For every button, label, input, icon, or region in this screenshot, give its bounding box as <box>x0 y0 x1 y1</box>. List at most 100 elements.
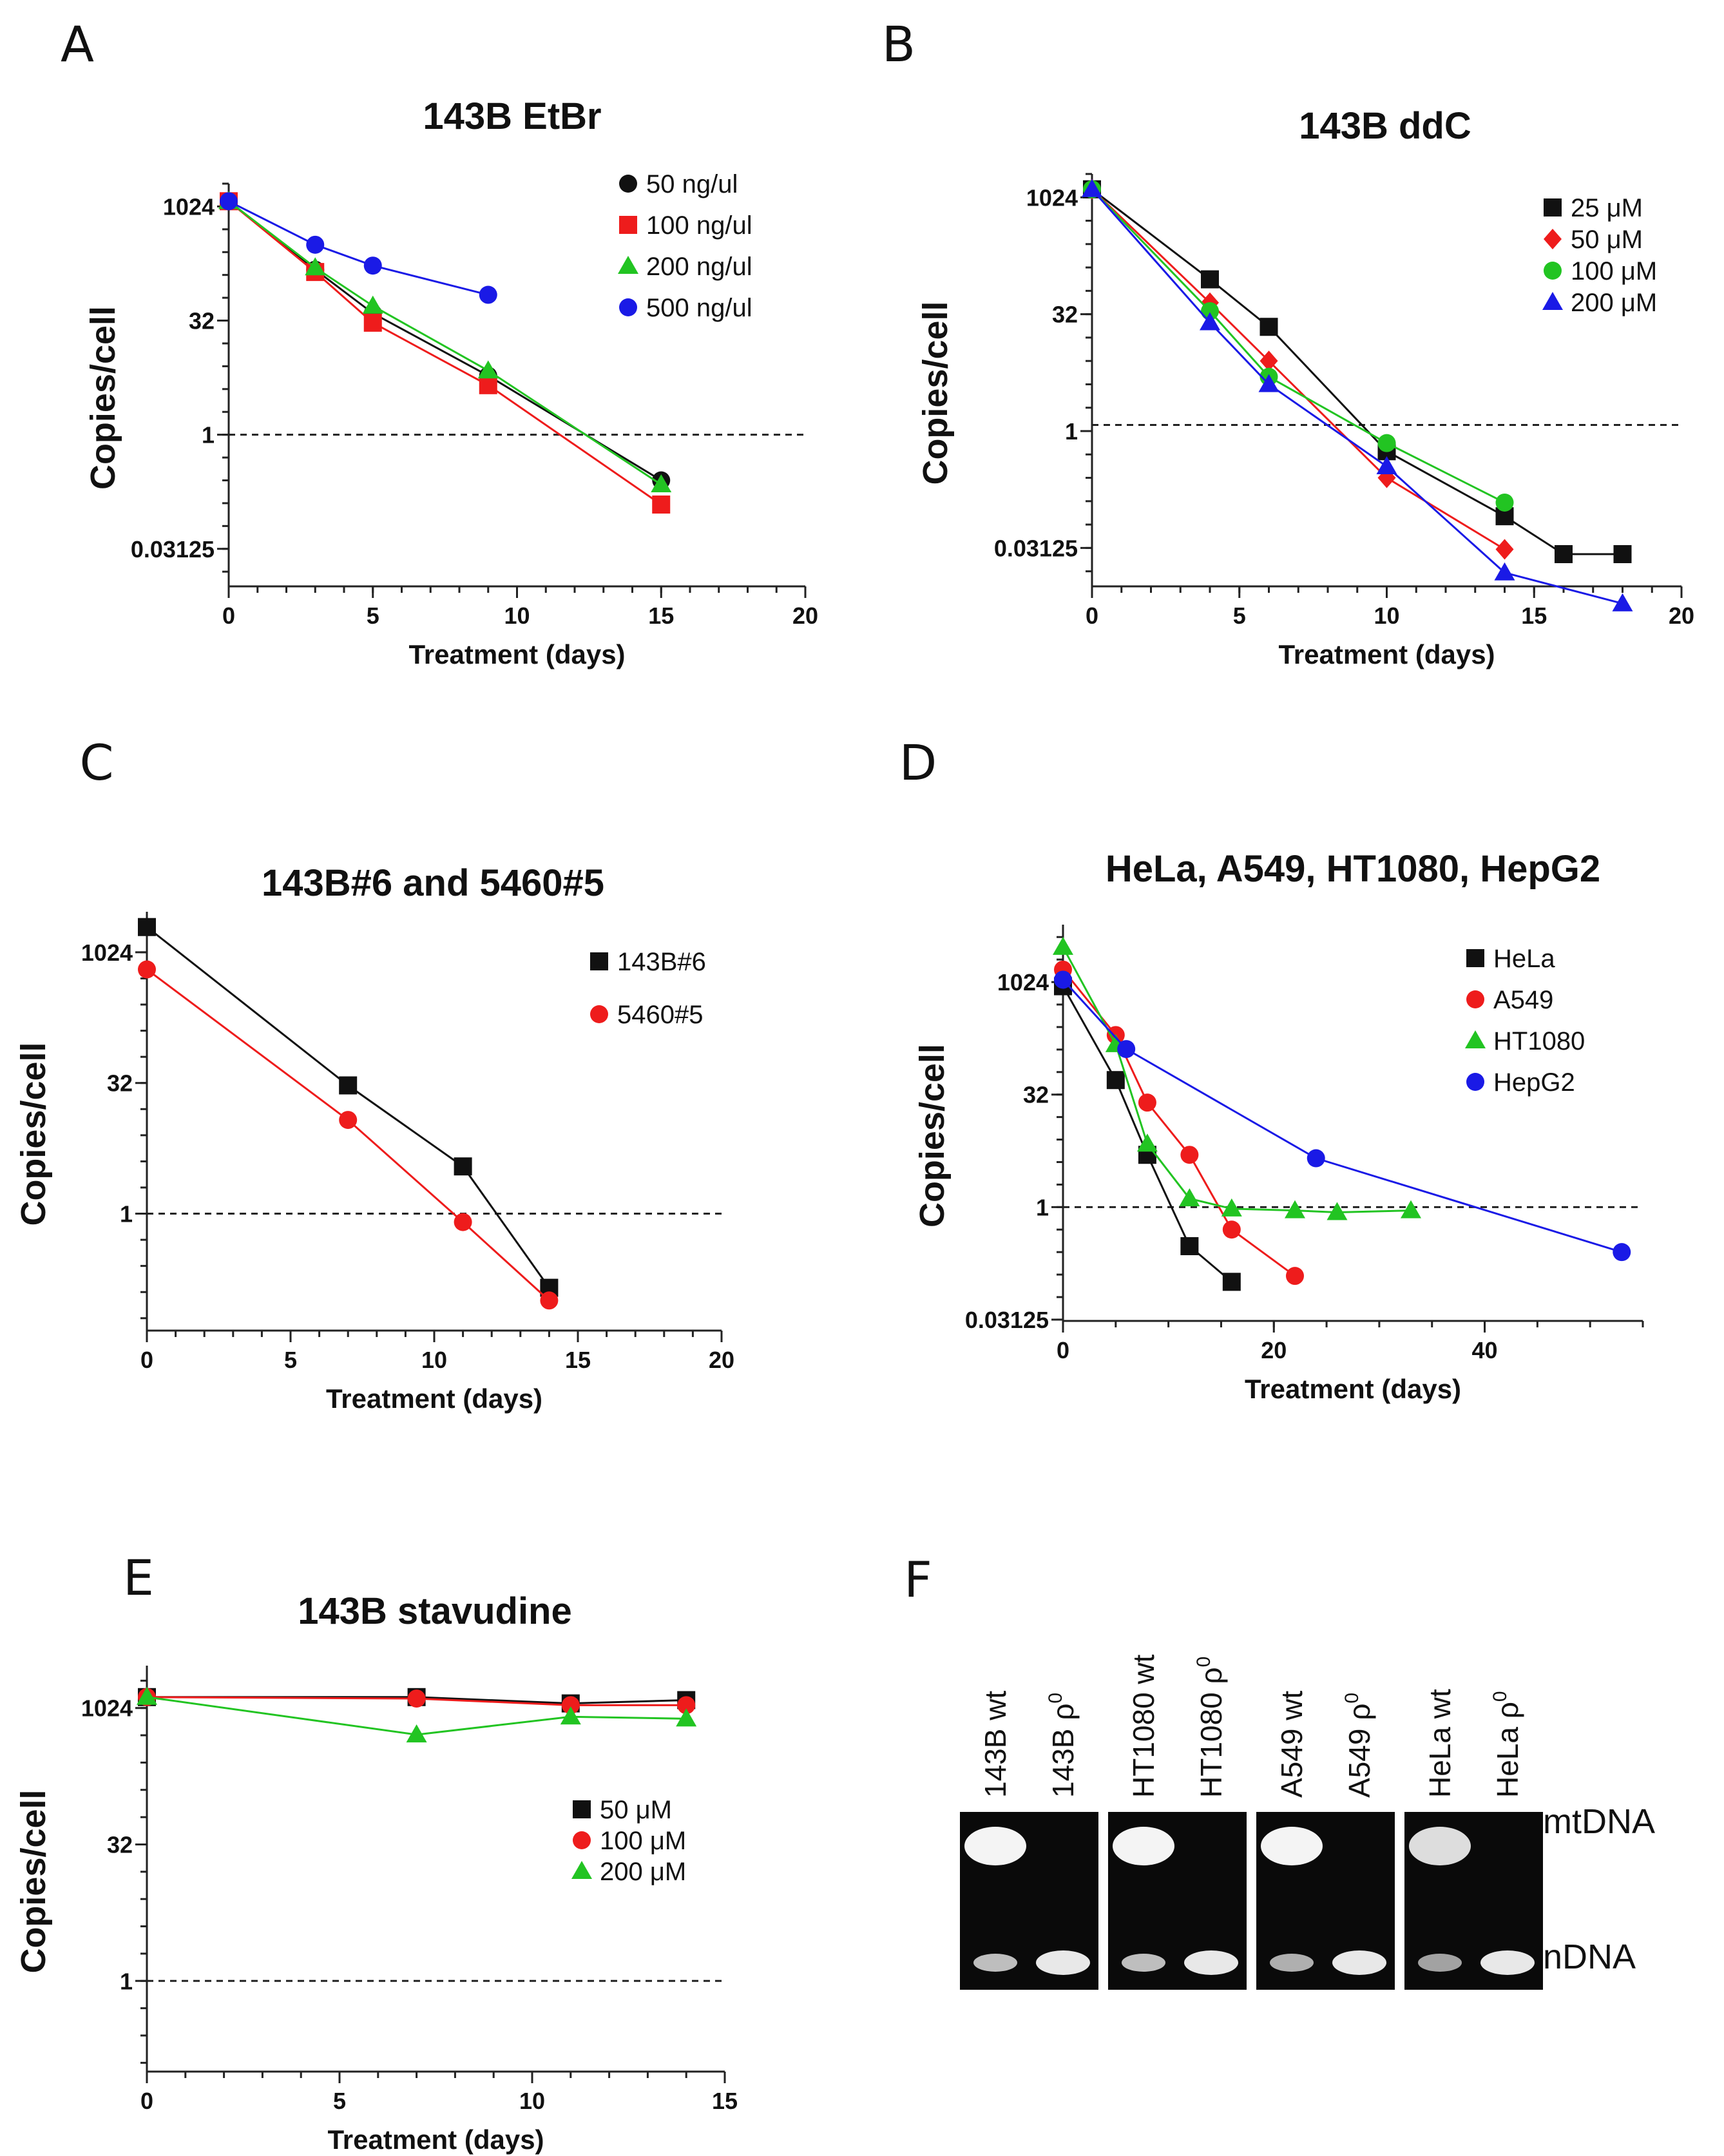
data-point <box>1221 1198 1242 1217</box>
series-hela <box>1054 977 1241 1291</box>
data-point <box>1613 1243 1631 1262</box>
data-point <box>1259 351 1278 372</box>
series-line <box>146 968 550 1302</box>
ndna-band <box>1270 1954 1314 1972</box>
legend-marker <box>1544 198 1562 217</box>
series-50-m <box>1083 178 1514 560</box>
panel-letter: F <box>904 1551 932 1608</box>
legend-label: 100 μM <box>600 1827 686 1855</box>
series-line <box>146 1696 687 1736</box>
y-axis-label: Copies/cell <box>14 1789 53 1973</box>
legend-marker <box>571 1861 592 1879</box>
x-tick-label: 10 <box>504 602 530 629</box>
data-point <box>454 1157 472 1176</box>
x-tick-label: 0 <box>140 1347 153 1373</box>
data-point <box>1259 318 1278 336</box>
lane-label: A549 ρ0 <box>1341 1693 1376 1798</box>
data-point <box>363 313 382 332</box>
data-point <box>1200 312 1220 331</box>
data-point <box>1201 302 1219 320</box>
x-axis-label: Treatment (days) <box>327 2124 544 2155</box>
gel-lane-group: 143B wt 143B ρ0 <box>960 1691 1098 1990</box>
series-143b-6 <box>138 918 559 1297</box>
x-tick-label: 10 <box>421 1347 447 1373</box>
y-axis-label: Copies/cell <box>913 1044 952 1227</box>
lane-label: A549 wt <box>1275 1691 1308 1798</box>
ndna-band <box>1418 1954 1462 1972</box>
chart-title: HeLa, A549, HT1080, HepG2 <box>1106 848 1600 890</box>
legend-marker <box>1465 1030 1486 1048</box>
series-100-m <box>1083 180 1514 512</box>
series-5460-5 <box>138 960 559 1310</box>
mtdna-band <box>1409 1827 1471 1865</box>
ndna-band <box>1122 1954 1165 1972</box>
chart-panel-b: B 143B ddC 0 5 10 15 20 1024 32 1 0.03125 Treatment… <box>882 15 1694 669</box>
legend-label: 50 μM <box>600 1796 672 1824</box>
x-tick-label: 0 <box>1057 1337 1069 1363</box>
data-point <box>1286 1267 1304 1285</box>
data-point <box>1258 374 1279 392</box>
legend-label: 100 μM <box>1571 257 1657 285</box>
legend-label: 143B#6 <box>617 948 706 976</box>
data-point <box>1082 178 1102 197</box>
lane-label: 143B ρ0 <box>1045 1693 1080 1798</box>
gel-lane-group: HT1080 wt HT1080 ρ0 <box>1108 1654 1247 1990</box>
x-axis-label: Treatment (days) <box>1278 639 1495 669</box>
legend-marker <box>1466 949 1484 967</box>
data-point <box>676 1708 697 1727</box>
legend-marker <box>619 298 637 316</box>
gel-panel: F 143B wt 143B ρ0 HT1080 wt HT1080 ρ0 A549 wt… <box>904 1551 1655 1990</box>
ndna-band <box>1036 1950 1090 1975</box>
x-axis-label: Treatment (days) <box>326 1383 542 1414</box>
legend-label: 200 ng/ul <box>646 253 752 281</box>
series-200-m <box>137 1686 697 1743</box>
legend-label: HeLa <box>1493 945 1555 973</box>
y-tick-label: 1 <box>120 1968 133 1994</box>
data-point <box>306 235 325 254</box>
lane-label: HT1080 wt <box>1127 1654 1160 1798</box>
y-tick-label: 1024 <box>1026 184 1078 211</box>
series-line <box>1062 947 1412 1214</box>
ndna-label: nDNA <box>1543 1938 1636 1976</box>
lane-label: HeLa wt <box>1423 1689 1457 1798</box>
data-point <box>651 474 672 493</box>
series-line <box>1062 979 1622 1253</box>
mtdna-band <box>964 1827 1026 1865</box>
x-tick-label: 20 <box>709 1347 734 1373</box>
legend-label: 50 μM <box>1571 226 1643 254</box>
x-tick-label: 5 <box>333 2088 346 2114</box>
data-point <box>1555 544 1573 563</box>
series-line <box>228 200 662 486</box>
x-tick-label: 0 <box>222 602 235 629</box>
data-point <box>1054 970 1072 989</box>
series-line <box>1091 188 1623 605</box>
ndna-band <box>973 1954 1017 1972</box>
x-tick-label: 20 <box>1669 602 1694 629</box>
lane-label-superscript: 0 <box>1193 1657 1214 1668</box>
y-axis-label: Copies/cell <box>84 306 122 490</box>
legend-marker <box>619 216 637 234</box>
ndna-band <box>1184 1950 1238 1975</box>
legend-marker <box>1544 262 1562 280</box>
y-tick-label: 32 <box>1023 1082 1049 1108</box>
series-line <box>146 926 550 1289</box>
x-tick-label: 5 <box>367 602 379 629</box>
data-point <box>1106 1071 1125 1090</box>
data-point <box>1222 1220 1241 1239</box>
legend-marker <box>573 1800 591 1818</box>
chart-panel-c: C 143B#6 and 5460#5 0 5 10 15 20 1024 32 1 Treatme… <box>14 734 734 1414</box>
series-200-ng-ul <box>218 191 672 493</box>
y-tick-label: 1024 <box>163 193 215 220</box>
data-point <box>339 1111 358 1130</box>
panel-letter: B <box>882 15 915 73</box>
series-line <box>228 200 489 296</box>
x-axis-label: Treatment (days) <box>1245 1374 1461 1404</box>
data-point <box>1222 1273 1241 1291</box>
legend-marker <box>619 175 637 193</box>
legend-marker <box>573 1831 591 1849</box>
legend-label: A549 <box>1493 986 1553 1014</box>
x-tick-label: 5 <box>284 1347 297 1373</box>
x-tick-label: 20 <box>792 602 818 629</box>
x-tick-label: 5 <box>1233 602 1246 629</box>
lane-label-superscript: 0 <box>1489 1691 1511 1702</box>
